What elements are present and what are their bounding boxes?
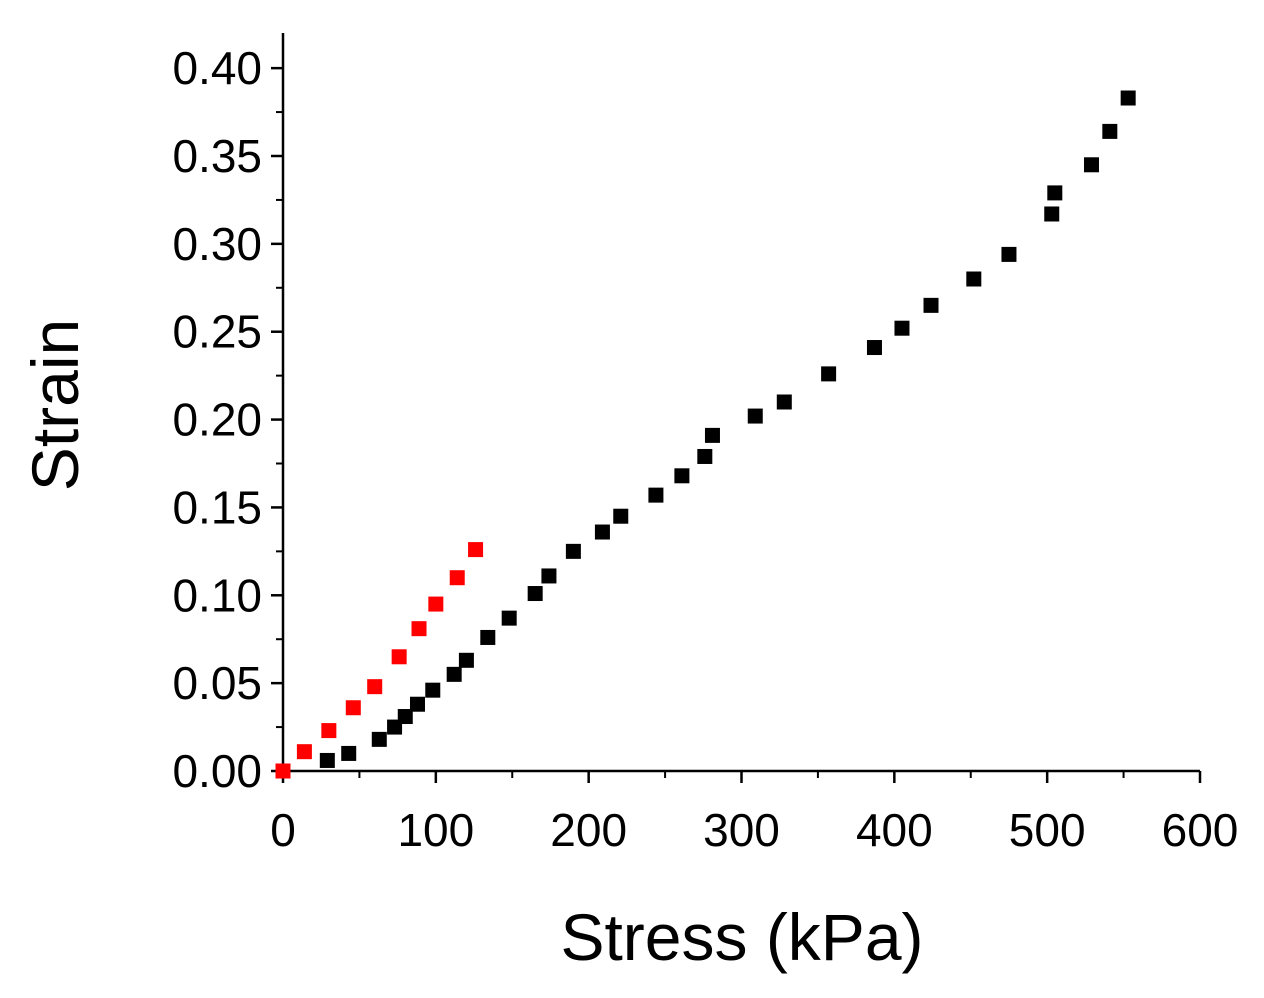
y-tick-label: 0.30 bbox=[172, 218, 262, 270]
x-tick-label: 200 bbox=[550, 804, 627, 856]
data-point-black bbox=[923, 297, 939, 313]
data-point-red bbox=[468, 542, 484, 558]
data-point-black bbox=[966, 271, 982, 287]
y-tick-label: 0.05 bbox=[172, 657, 262, 709]
axes bbox=[281, 33, 1200, 773]
data-point-black bbox=[397, 709, 413, 725]
data-point-red bbox=[411, 621, 427, 637]
data-point-black bbox=[409, 696, 425, 712]
data-point-black bbox=[1047, 185, 1063, 201]
data-point-red bbox=[296, 744, 312, 760]
y-tick-label: 0.35 bbox=[172, 130, 262, 182]
data-point-black bbox=[594, 524, 610, 540]
y-tick-label: 0.25 bbox=[172, 306, 262, 358]
data-point-red bbox=[391, 649, 407, 665]
data-point-black bbox=[565, 543, 581, 559]
x-tick-label: 400 bbox=[856, 804, 933, 856]
data-point-black bbox=[776, 394, 792, 410]
data-point-black bbox=[821, 366, 837, 382]
data-point-red bbox=[367, 679, 383, 695]
series-red bbox=[275, 542, 484, 779]
data-point-black bbox=[1083, 157, 1099, 173]
data-point-black bbox=[747, 408, 763, 424]
data-point-black bbox=[341, 745, 357, 761]
y-tick-label: 0.00 bbox=[172, 745, 262, 797]
y-axis-ticks: 0.00 0.05 0.10 0.15 0.20 0.25 0.30 0.35 0.40 bbox=[172, 42, 283, 797]
data-point-black bbox=[541, 568, 557, 584]
y-axis-title: Strain bbox=[18, 319, 92, 491]
data-point-black bbox=[425, 682, 441, 698]
data-point-black bbox=[1001, 246, 1017, 262]
data-point-black bbox=[1044, 206, 1060, 222]
series-black bbox=[319, 90, 1136, 768]
data-point-black bbox=[704, 427, 720, 443]
y-tick-label: 0.10 bbox=[172, 569, 262, 621]
data-point-black bbox=[527, 586, 543, 602]
data-point-black bbox=[371, 731, 387, 747]
data-point-black bbox=[446, 666, 462, 682]
y-tick-label: 0.20 bbox=[172, 394, 262, 446]
data-point-red bbox=[449, 570, 465, 586]
data-point-red bbox=[275, 763, 291, 779]
data-point-black bbox=[1102, 123, 1118, 139]
data-point-black bbox=[480, 629, 496, 645]
data-point-black bbox=[648, 487, 664, 503]
x-tick-label: 0 bbox=[270, 804, 296, 856]
data-point-black bbox=[319, 752, 335, 768]
data-point-black bbox=[697, 448, 713, 464]
x-axis-ticks: 0 100 200 300 400 500 600 bbox=[270, 771, 1238, 856]
data-point-black bbox=[613, 508, 629, 524]
x-tick-label: 300 bbox=[703, 804, 780, 856]
data-point-red bbox=[428, 596, 444, 612]
data-series bbox=[275, 90, 1136, 779]
data-point-red bbox=[321, 723, 337, 739]
data-point-black bbox=[458, 652, 474, 668]
y-tick-label: 0.40 bbox=[172, 42, 262, 94]
y-tick-label: 0.15 bbox=[172, 481, 262, 533]
x-tick-label: 100 bbox=[397, 804, 474, 856]
x-tick-label: 600 bbox=[1162, 804, 1239, 856]
data-point-black bbox=[894, 320, 910, 336]
data-point-black bbox=[866, 340, 882, 356]
x-tick-label: 500 bbox=[1009, 804, 1086, 856]
data-point-black bbox=[674, 468, 690, 484]
data-point-red bbox=[345, 700, 361, 716]
data-point-black bbox=[1120, 90, 1136, 106]
data-point-black bbox=[501, 610, 517, 626]
x-axis-title: Stress (kPa) bbox=[560, 900, 923, 974]
